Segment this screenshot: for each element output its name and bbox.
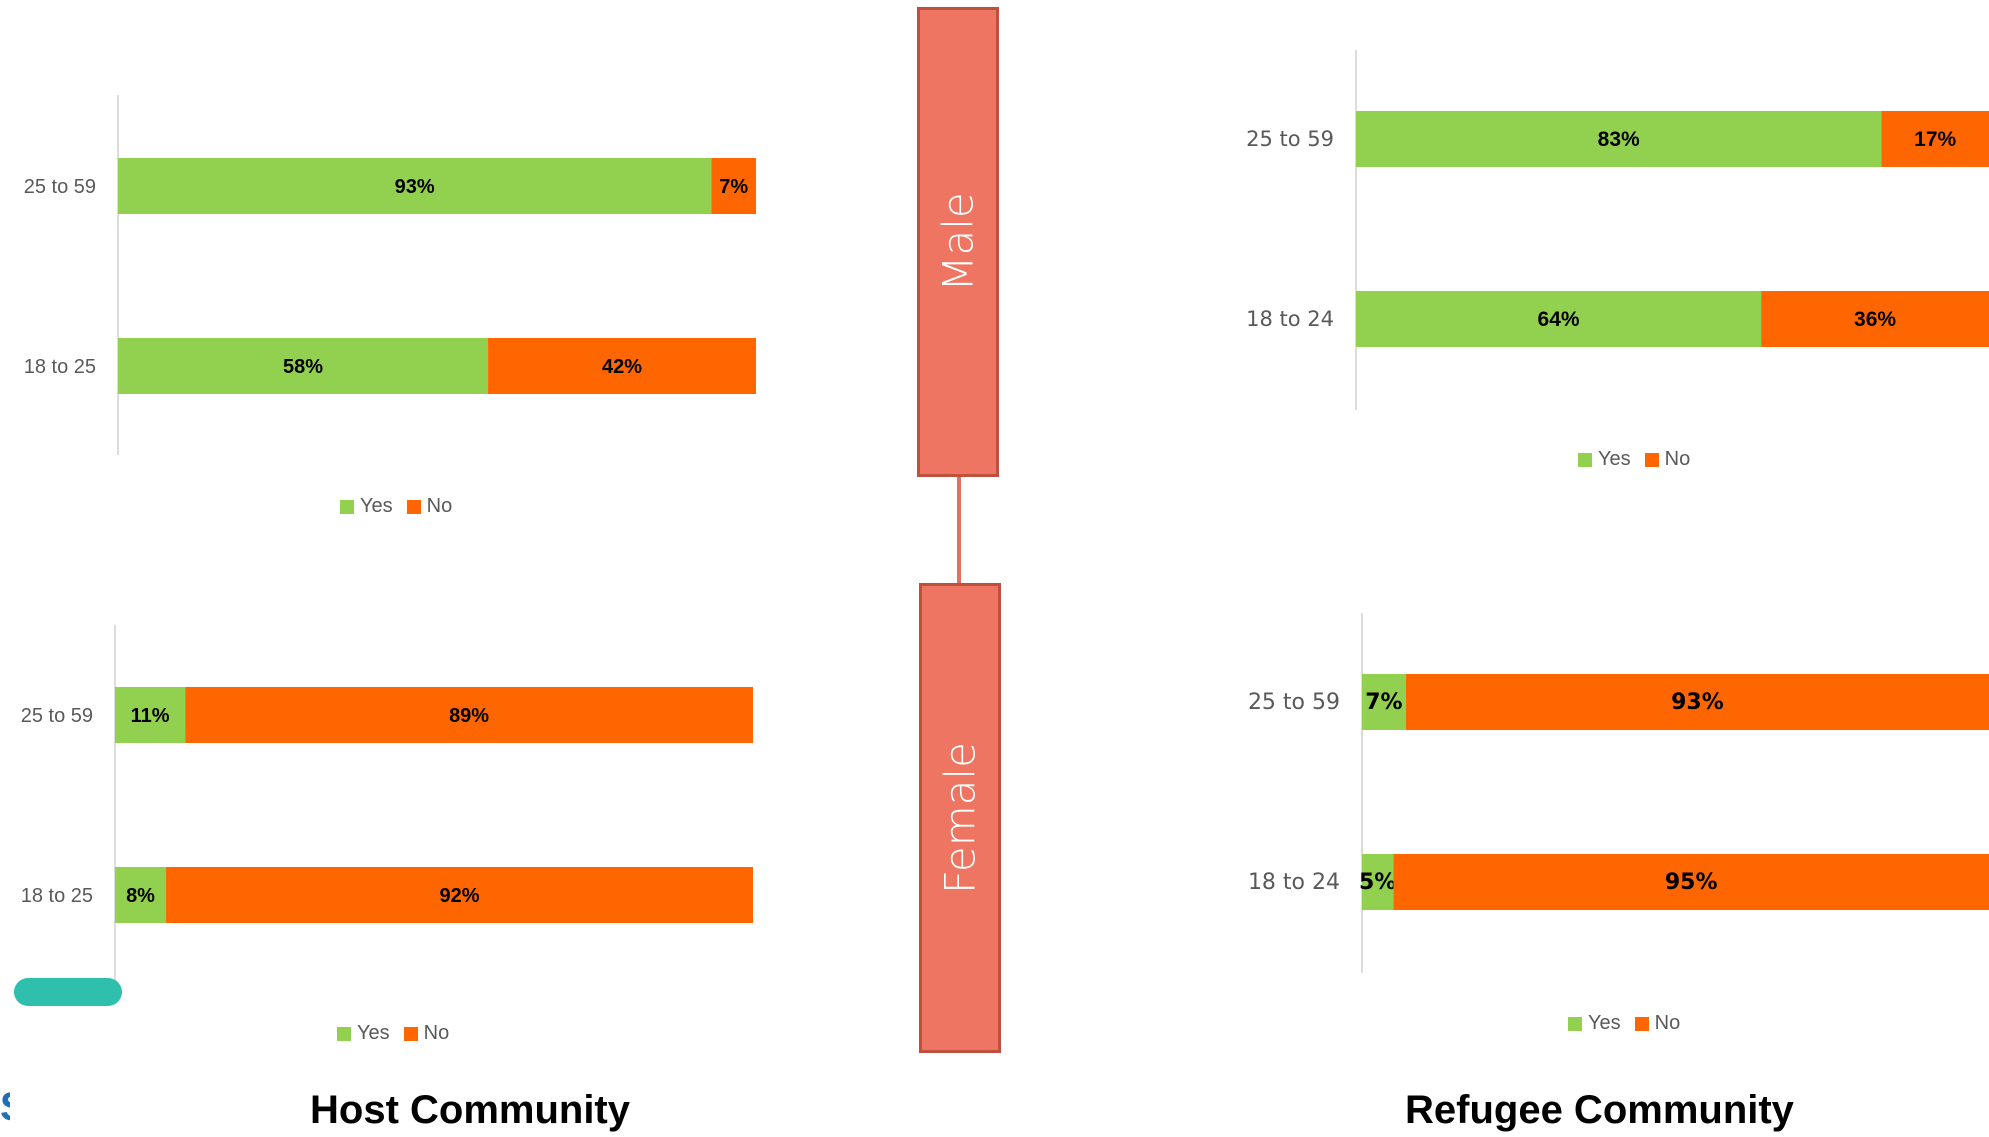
host-female-chart: 25 to 59 11% 89% 18 to 25 8% 92% [0,620,780,1000]
legend-yes-swatch [337,1026,351,1041]
legend-no-label: No [423,1022,450,1044]
legend-no-swatch [403,1026,418,1041]
data-label: 42% [602,356,642,378]
data-label: 95% [1665,870,1718,895]
data-label: 8% [126,885,155,907]
legend-yes: Yes [1578,448,1631,471]
legend-no: No [403,1022,450,1045]
bar-no [488,338,756,394]
data-label: 64% [1538,308,1580,331]
category-label: 18 to 24 [1248,870,1340,895]
legend-no: No [406,495,453,518]
host-male-legend: Yes No [340,495,452,518]
data-label: 36% [1854,308,1896,331]
refugee-male-svg: 25 to 59 83% 17% 18 to 24 64% 36% [1246,50,1989,410]
bar-no [1881,111,1989,167]
data-label: 93% [395,176,435,198]
legend-yes-swatch [1578,452,1592,467]
category-label: 25 to 59 [1246,127,1334,151]
data-label: 89% [449,705,489,727]
bar-yes [1356,291,1762,347]
legend-yes-label: Yes [1598,448,1631,470]
category-label: 25 to 59 [21,705,93,727]
category-label: 18 to 25 [24,356,96,378]
data-label: 5% [1359,870,1396,895]
host-female-svg: 25 to 59 11% 89% 18 to 25 8% 92% [21,625,754,985]
category-label: 18 to 24 [1246,307,1334,331]
legend-no-swatch [1644,452,1659,467]
data-label: 11% [131,705,170,727]
refugee-female-legend: Yes No [1568,1012,1680,1035]
host-male-chart: 25 to 59 93% 7% 18 to 25 58% 42% [0,90,780,470]
bar-no [711,158,756,214]
legend-no-swatch [406,499,421,514]
data-label: 58% [283,356,323,378]
male-box: Male [917,7,999,477]
legend-yes-label: Yes [357,1022,390,1044]
legend-yes-swatch [340,499,354,514]
data-label: 7% [1365,690,1402,715]
bar-yes [1362,674,1406,730]
female-box: Female [919,583,1001,1053]
bar-yes [115,867,167,923]
legend-no: No [1644,448,1691,471]
category-label: 18 to 25 [21,885,93,907]
category-label: 25 to 59 [24,176,96,198]
bar-yes [1356,111,1882,167]
category-label: 25 to 59 [1248,690,1340,715]
bar-no [1405,674,1989,730]
refugee-male-chart: 25 to 59 83% 17% 18 to 24 64% 36% [1240,45,1989,415]
refugee-community-title: Refugee Community [1405,1088,1794,1132]
data-label: 93% [1671,690,1724,715]
data-label: 83% [1598,128,1640,151]
female-label: Female [935,742,985,894]
legend-yes-swatch [1568,1016,1582,1031]
refugee-female-svg: 25 to 59 7% 93% 18 to 24 5% 95% [1248,613,1989,973]
bar-no [185,687,753,743]
legend-no: No [1634,1012,1681,1035]
bar-yes [1362,854,1394,910]
refugee-female-chart: 25 to 59 7% 93% 18 to 24 5% 95% [1240,610,1989,990]
refugee-male-legend: Yes No [1578,448,1690,471]
legend-yes-label: Yes [360,495,393,517]
gender-connector [957,477,961,583]
bar-yes [118,158,712,214]
data-label: 7% [719,176,748,198]
bar-no [1761,291,1989,347]
bar-no [166,867,754,923]
host-female-legend: Yes No [337,1022,449,1045]
legend-no-label: No [1664,448,1691,470]
legend-no-swatch [1634,1016,1649,1031]
legend-no-label: No [426,495,453,517]
legend-yes: Yes [337,1022,390,1045]
legend-yes: Yes [1568,1012,1621,1035]
legend-no-label: No [1654,1012,1681,1034]
legend-yes: Yes [340,495,393,518]
bar-yes [115,687,186,743]
host-community-title: Host Community [310,1088,630,1132]
legend-yes-label: Yes [1588,1012,1621,1034]
bar-yes [118,338,489,394]
data-label: 92% [440,885,480,907]
host-male-svg: 25 to 59 93% 7% 18 to 25 58% 42% [24,95,756,455]
male-label: Male [933,192,983,292]
highlight-mark [14,978,122,1006]
data-label: 17% [1914,128,1956,151]
bar-no [1393,854,1989,910]
corner-letter: S [0,1085,10,1125]
